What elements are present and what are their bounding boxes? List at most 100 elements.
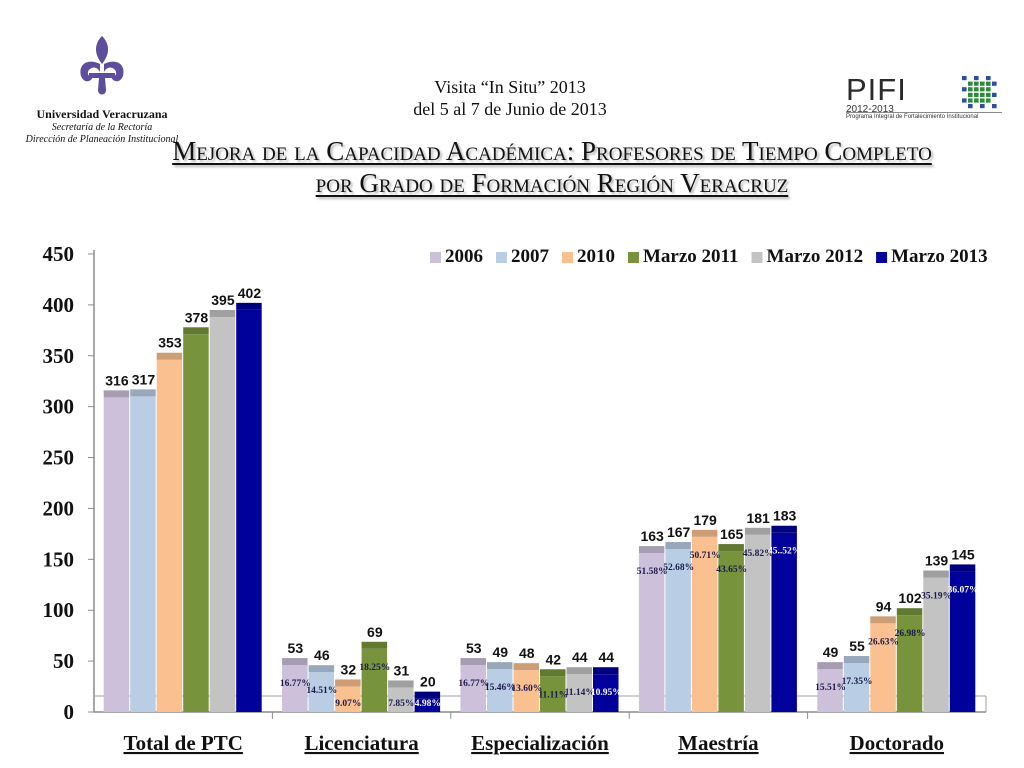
bar [744,534,771,712]
legend-label: 2006 [445,246,483,267]
legend-swatch [751,252,763,263]
pifi-grid-cell [974,76,979,81]
visit-title: Visita “In Situ” 2013 [434,77,586,97]
pifi-description: Programa Integral de Fortalecimiento Ins… [846,114,979,120]
bar-percent-label: 36.07% [948,585,979,595]
legend-swatch [430,252,441,263]
x-category-label: Maestría [678,731,759,755]
bar-cap [638,546,665,554]
bar [566,674,592,712]
bar-cap [949,564,976,572]
y-tick-label: 300 [43,395,75,419]
bar [282,665,308,712]
legend-label: 2007 [511,246,550,267]
bar-cap [209,309,236,317]
bar-cap [487,662,513,670]
pifi-grid-cell [986,76,991,81]
bar-percent-label: 17.35% [842,677,873,687]
bar-value-label: 395 [211,292,235,308]
bar-value-label: 102 [898,590,922,606]
bar-value-label: 69 [367,624,383,640]
bar [540,676,566,712]
bar-cap [540,669,566,677]
bar [593,674,619,712]
bar [513,670,539,712]
bar-cap [130,389,156,397]
bar-value-label: 42 [545,651,561,667]
y-tick-label: 100 [43,598,75,622]
y-tick-label: 200 [43,496,75,520]
pifi-grid-cell [986,81,991,86]
bar-percent-label: 4.98% [415,699,441,709]
bar [870,623,896,712]
bar [638,553,665,712]
bar-value-label: 167 [667,524,691,540]
bar-value-label: 53 [466,640,482,656]
bar-value-label: 165 [720,526,744,542]
university-name: Universidad Veracruzana [36,107,168,121]
pifi-years: 2012-2013 [846,104,894,115]
pifi-grid-icon [962,76,997,109]
bar-cap [691,529,718,537]
pifi-grid-cell [968,92,973,97]
bar-value-label: 402 [238,285,262,301]
bar [183,334,209,712]
pifi-grid-cell [974,87,979,92]
bar-value-label: 378 [185,309,209,325]
bar-percent-label: 50.71% [690,551,721,561]
bar-cap [156,352,183,360]
pifi-grid-cell [986,92,991,97]
bar-value-label: 353 [158,335,182,351]
bar-cap [361,641,388,649]
bar-value-label: 317 [132,371,156,387]
bar-value-label: 145 [951,546,975,562]
bar-value-label: 181 [746,510,770,526]
x-category-label: Doctorado [850,731,944,755]
bar [460,665,486,712]
bar-value-label: 44 [572,649,588,665]
legend-swatch [562,252,573,263]
legend-label: Marzo 2012 [767,246,864,267]
bar [665,549,691,712]
bar-value-label: 49 [823,644,839,660]
bar-value-label: 94 [876,598,892,614]
bar [209,316,236,712]
universidad-veracruzana-logo: Universidad Veracruzana Secretaría de la… [14,34,190,146]
x-category-label: Total de PTC [123,731,242,755]
bar-percent-label: 10.95% [591,688,622,698]
bar-value-label: 44 [598,649,614,665]
page-title-line-1: Mejora de la Capacidad Académica: Profes… [172,136,932,166]
bar-percent-label: 26.98% [895,629,926,639]
legend-swatch [876,252,888,263]
pifi-grid-cell [968,87,973,92]
y-tick-label: 0 [64,700,75,724]
bar-value-label: 53 [288,640,304,656]
y-tick-label: 450 [43,242,75,266]
bar-percent-label: 16.77% [458,679,489,689]
bar-cap [103,390,130,398]
pifi-grid-cell [986,87,991,92]
bar-percent-label: 15.51% [815,683,846,693]
x-category-label: Licenciatura [304,731,419,755]
bar-value-label: 48 [519,645,535,661]
bar-cap [665,542,691,550]
university-subtitle-2: Dirección de Planeación Institucional [25,134,179,145]
bar-value-label: 32 [341,661,357,677]
bar-percent-label: 35.19% [921,592,952,602]
bar-percent-label: 43.65% [716,565,747,575]
bar-percent-label: 13.60% [511,684,542,694]
bar-percent-label: 9.07% [335,699,361,709]
bar-value-label: 179 [693,512,717,528]
bar-value-label: 139 [925,553,949,569]
y-tick-label: 50 [53,649,74,673]
bar [388,687,414,712]
bar-cap [566,667,592,675]
bar-percent-label: 11.14% [565,688,595,698]
bar-percent-label: 18.25% [359,663,390,673]
bar [236,309,262,712]
y-tick-label: 250 [43,446,75,470]
bar-cap [817,662,843,670]
bar [718,551,744,712]
y-tick-label: 150 [43,547,75,571]
y-tick-label: 400 [43,293,75,317]
